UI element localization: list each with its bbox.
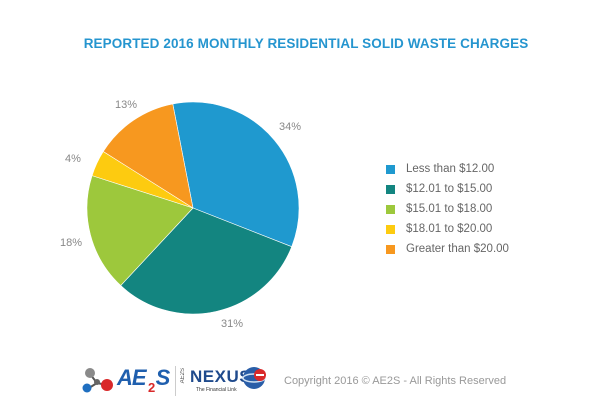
legend-label: $18.01 to $20.00 <box>406 223 493 235</box>
legend-swatch <box>386 164 395 174</box>
pie-slice <box>102 103 194 209</box>
nexus-tagline: The Financial Link <box>196 387 237 393</box>
legend-item: Less than $12.00 <box>386 159 509 179</box>
pct-label: 34% <box>279 121 302 133</box>
legend-label: Less than $12.00 <box>406 163 495 175</box>
legend-label: $12.01 to $15.00 <box>406 183 493 195</box>
logo-divider <box>175 366 176 396</box>
footer: AE S 2 AE2S NEXUS The Financial Link Copy… <box>0 362 612 398</box>
ae2s-molecule-icon <box>82 368 113 393</box>
nexus-globe-icon <box>242 367 266 389</box>
pie-chart <box>86 101 300 315</box>
ae2s-logo-sub: 2 <box>148 380 156 395</box>
pie-slice <box>86 175 194 286</box>
legend-label: Greater than $20.00 <box>406 243 509 255</box>
legend-swatch <box>386 244 395 254</box>
pct-label: 18% <box>60 237 83 249</box>
ae2s-logo: AE S <box>117 365 170 390</box>
legend-label: $15.01 to $18.00 <box>406 203 493 215</box>
chart-title: REPORTED 2016 MONTHLY RESIDENTIAL SOLID … <box>83 36 529 51</box>
legend-item: $12.01 to $15.00 <box>386 179 509 199</box>
nexus-small-text: AE2S <box>180 368 186 384</box>
legend-item: $18.01 to $20.00 <box>386 219 509 239</box>
pct-label: 4% <box>65 153 81 165</box>
legend-item: $15.01 to $18.00 <box>386 199 509 219</box>
copyright-text: Copyright 2016 © AE2S - All Rights Reser… <box>284 375 507 387</box>
pie-slice <box>120 207 293 315</box>
pct-label: 13% <box>115 99 138 111</box>
legend-item: Greater than $20.00 <box>386 239 509 259</box>
legend-swatch <box>386 184 395 194</box>
legend: Less than $12.00 $12.01 to $15.00 $15.01… <box>386 159 509 259</box>
nexus-logo: NEXUS <box>190 367 252 386</box>
pct-label: 31% <box>221 318 244 330</box>
pie-slice <box>172 101 300 248</box>
legend-swatch <box>386 204 395 214</box>
legend-swatch <box>386 224 395 234</box>
